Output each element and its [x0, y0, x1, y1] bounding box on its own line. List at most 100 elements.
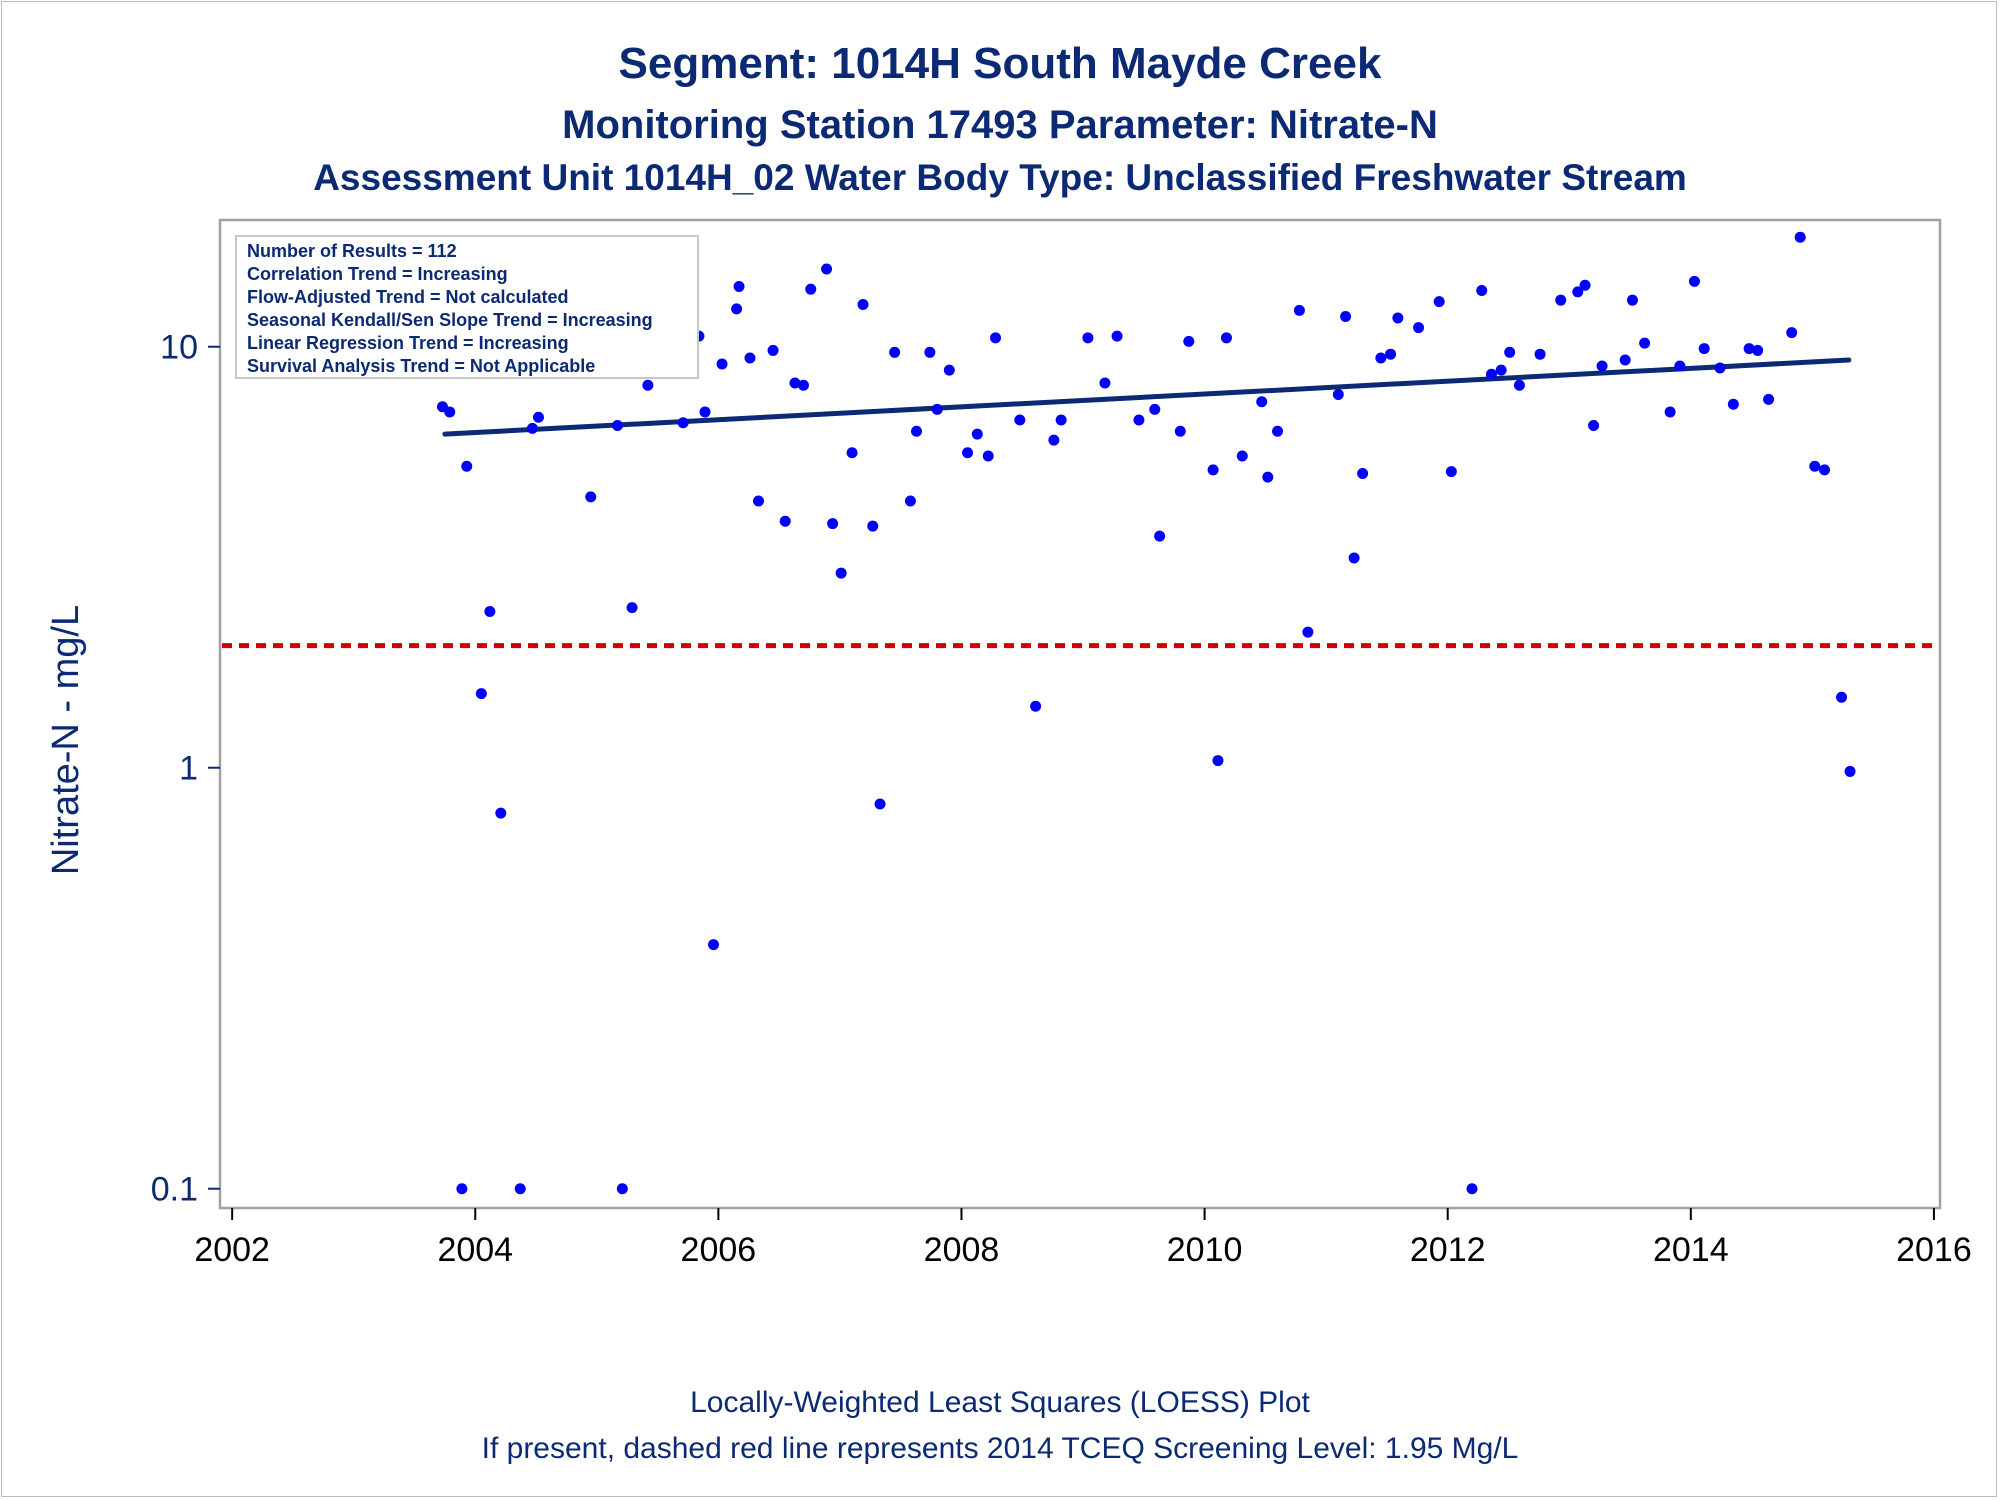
data-point	[484, 606, 496, 618]
data-point	[874, 798, 886, 810]
stats-line-1: Number of Results = 112	[247, 241, 457, 261]
x-tick-label: 2012	[1410, 1231, 1486, 1269]
data-point	[1763, 393, 1775, 405]
data-point	[1099, 377, 1111, 389]
data-point	[752, 495, 764, 507]
data-point	[1513, 379, 1525, 391]
data-point	[1596, 360, 1608, 372]
data-point	[1207, 464, 1219, 476]
data-point	[514, 1183, 526, 1195]
data-point	[1445, 466, 1457, 478]
data-point	[990, 332, 1002, 344]
data-point	[1743, 343, 1755, 355]
data-point	[1674, 360, 1686, 372]
data-point	[1433, 296, 1445, 308]
data-point	[1302, 626, 1314, 638]
x-tick-label: 2014	[1653, 1231, 1729, 1269]
data-point	[924, 346, 936, 358]
data-point	[1385, 348, 1397, 360]
data-point	[805, 283, 817, 295]
data-point	[846, 447, 858, 459]
data-point	[585, 491, 597, 503]
data-point	[1262, 471, 1274, 483]
stats-box-frame	[235, 235, 699, 379]
data-point	[1534, 348, 1546, 360]
data-point	[1698, 343, 1710, 355]
data-point	[1466, 1183, 1478, 1195]
data-point	[889, 346, 901, 358]
data-point	[931, 403, 943, 415]
footer-line-2: If present, dashed red line represents 2…	[482, 1432, 1519, 1465]
data-point	[1714, 362, 1726, 374]
data-point	[708, 939, 720, 951]
data-point	[611, 419, 623, 431]
data-point	[1664, 406, 1676, 418]
data-point	[1555, 294, 1567, 306]
x-tick-label: 2002	[194, 1231, 270, 1269]
data-point	[1375, 352, 1387, 364]
data-point	[1220, 332, 1232, 344]
stats-line-4: Seasonal Kendall/Sen Slope Trend = Incre…	[247, 310, 653, 330]
data-point	[821, 263, 833, 275]
plot-area	[218, 218, 1942, 1210]
chart-subtitle-2: Assessment Unit 1014H_02 Water Body Type…	[313, 157, 1687, 198]
y-tick-label: 10	[160, 329, 198, 367]
data-point	[642, 379, 654, 391]
chart-subtitle: Monitoring Station 17493 Parameter: Nitr…	[562, 103, 1438, 147]
chart-title: Segment: 1014H South Mayde Creek	[619, 39, 1382, 88]
data-point	[1055, 414, 1067, 426]
data-point	[1413, 322, 1425, 334]
data-point	[456, 1183, 468, 1195]
x-tick-label: 2006	[681, 1231, 757, 1269]
data-point	[1572, 286, 1584, 298]
data-point	[495, 807, 507, 819]
data-points	[436, 231, 1856, 1195]
data-point	[789, 377, 801, 389]
data-point	[982, 450, 994, 462]
data-point	[1082, 332, 1094, 344]
data-point	[532, 411, 544, 423]
data-point	[626, 602, 638, 614]
data-point	[1048, 434, 1060, 446]
data-point	[867, 520, 879, 532]
data-point	[716, 358, 728, 370]
data-point	[1626, 294, 1638, 306]
data-point	[943, 364, 955, 376]
data-point	[1256, 396, 1268, 408]
x-tick-label: 2008	[924, 1231, 1000, 1269]
data-point	[835, 567, 847, 579]
data-point	[444, 406, 456, 418]
data-point	[779, 515, 791, 527]
data-point	[1727, 398, 1739, 410]
data-point	[962, 447, 974, 459]
data-point	[1154, 530, 1166, 542]
data-point	[904, 495, 916, 507]
data-point	[677, 417, 689, 429]
y-axis: 0.1 1 10	[151, 329, 220, 1209]
data-point	[1293, 304, 1305, 316]
x-tick-label: 2010	[1167, 1231, 1243, 1269]
data-point	[797, 379, 809, 391]
x-tick-label: 2004	[437, 1231, 513, 1269]
data-point	[767, 344, 779, 356]
data-point	[1504, 346, 1516, 358]
stats-line-3: Flow-Adjusted Trend = Not calculated	[247, 287, 569, 307]
data-point	[475, 688, 487, 700]
data-point	[1236, 450, 1248, 462]
data-point	[616, 1183, 628, 1195]
data-point	[1794, 231, 1806, 243]
x-axis: 2002 2004 2006 2008 2010 2012 2014 2016	[194, 1208, 1972, 1269]
data-point	[1133, 414, 1145, 426]
data-point	[1348, 552, 1360, 564]
data-point	[744, 352, 756, 364]
data-point	[1332, 389, 1344, 401]
data-point	[526, 422, 538, 434]
data-point	[1357, 467, 1369, 479]
data-point	[1588, 419, 1600, 431]
data-point	[1149, 403, 1161, 415]
data-point	[857, 298, 869, 310]
data-point	[1111, 330, 1123, 342]
x-tick-label: 2016	[1896, 1231, 1972, 1269]
